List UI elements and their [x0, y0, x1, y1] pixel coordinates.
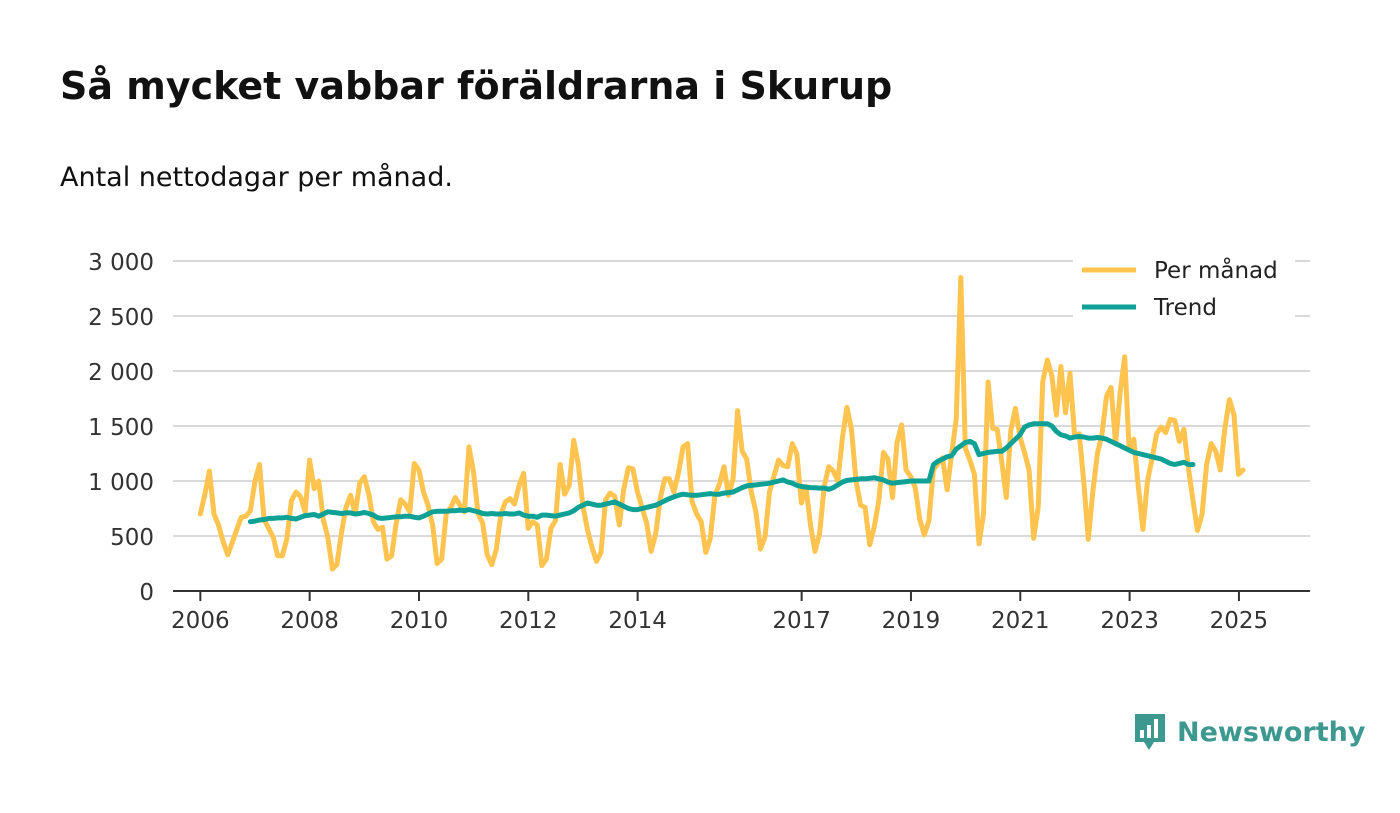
y-tick-label: 2 000 [88, 360, 154, 386]
x-tick-label: 2025 [1210, 608, 1269, 634]
y-axis: 0 500 1 000 1 500 2 000 2 500 3 000 [88, 250, 154, 606]
legend-label: Per månad [1154, 256, 1278, 284]
legend: Per månad Trend [1073, 249, 1295, 321]
series-line-per-manad [197, 275, 1246, 572]
series-line-trend [247, 421, 1196, 525]
x-tick-label: 2014 [608, 608, 667, 634]
x-axis: 2006 2008 2010 2012 2014 2017 2019 2021 2023 2025 [171, 590, 1310, 634]
x-tick-label: 2006 [171, 608, 230, 634]
x-tick-label: 2019 [882, 608, 941, 634]
y-tick-label: 0 [139, 580, 154, 606]
x-tick-label: 2017 [772, 608, 831, 634]
y-tick-label: 1 000 [88, 470, 154, 496]
x-tick-label: 2021 [991, 608, 1050, 634]
brand-logo[interactable]: Newsworthy [1133, 712, 1365, 752]
legend-label: Trend [1153, 295, 1217, 321]
x-tick-label: 2023 [1100, 608, 1159, 634]
y-tick-label: 1 500 [88, 415, 154, 441]
y-tick-label: 3 000 [88, 250, 154, 276]
x-tick-label: 2008 [280, 608, 339, 634]
series [197, 275, 1246, 572]
chart-title: Så mycket vabbar föräldrarna i Skurup [60, 64, 893, 108]
newsworthy-logo-icon [1135, 714, 1165, 750]
x-tick-label: 2012 [499, 608, 558, 634]
x-tick-label: 2010 [390, 608, 449, 634]
brand-name: Newsworthy [1177, 716, 1366, 748]
chart-subtitle: Antal nettodagar per månad. [60, 162, 453, 193]
y-tick-label: 500 [110, 525, 154, 551]
y-tick-label: 2 500 [88, 305, 154, 331]
